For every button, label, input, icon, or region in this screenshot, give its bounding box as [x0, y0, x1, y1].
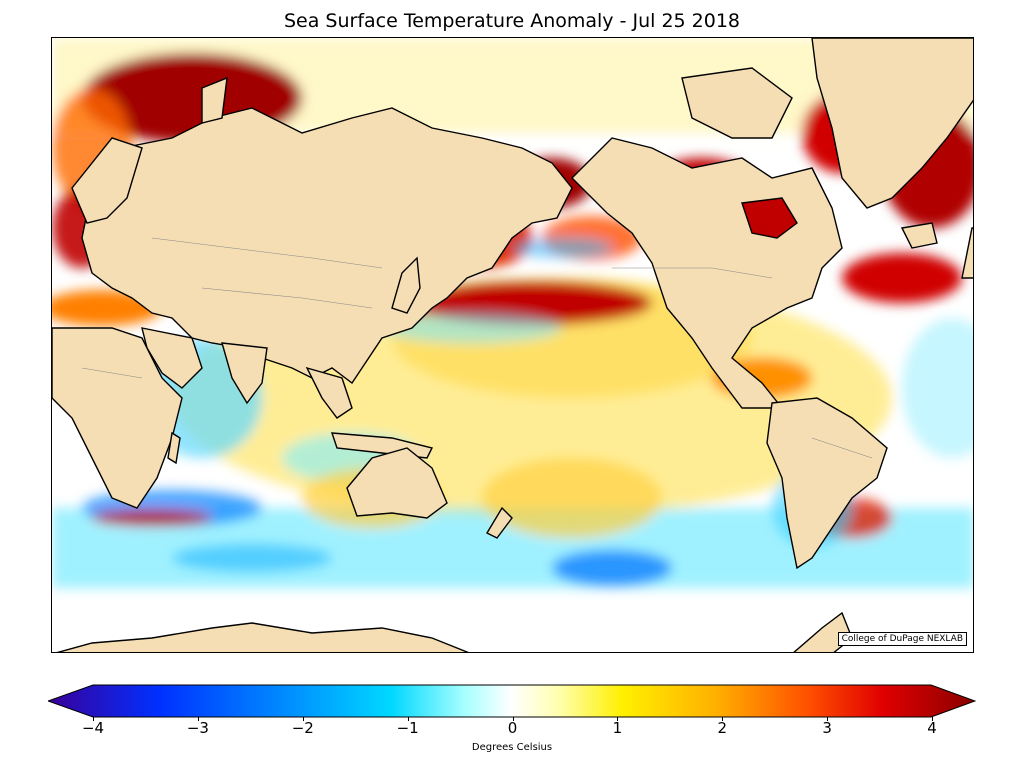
country-borders	[81, 237, 873, 459]
colorbar	[48, 684, 976, 718]
antarctic-peninsula-landmass	[793, 611, 853, 652]
map-canvas	[52, 38, 973, 652]
iceland-landmass	[900, 222, 938, 249]
colorbar-tick-label: −2	[291, 719, 314, 737]
africa-landmass	[52, 327, 183, 509]
colorbar-tick-mark	[617, 717, 619, 721]
colorbar-bar	[48, 684, 976, 718]
antarctica-landmass	[56, 622, 469, 652]
colorbar-tick-label: −4	[81, 719, 105, 737]
colorbar-tick-label: 0	[507, 719, 518, 737]
eurasia-landmass	[81, 107, 573, 385]
arctic-islands-landmass	[681, 67, 793, 139]
japan-landmass	[391, 256, 421, 314]
hudson-bay	[741, 197, 798, 239]
britain-landmass	[961, 227, 973, 279]
colorbar-tick-mark	[302, 717, 304, 721]
australia-landmass	[346, 447, 448, 519]
novaya-zemlya-landmass	[201, 76, 228, 124]
land-masses	[52, 38, 973, 652]
credit-label: College of DuPage NEXLAB	[837, 632, 967, 646]
new-zealand-landmass	[486, 506, 513, 539]
chart-title: Sea Surface Temperature Anomaly - Jul 25…	[283, 10, 741, 32]
colorbar-tick-label: −1	[396, 719, 419, 737]
colorbar-tick-mark	[827, 717, 829, 721]
south-america-landmass	[766, 397, 888, 570]
colorbar-tick-label: −3	[186, 719, 209, 737]
india-landmass	[221, 342, 268, 405]
colorbar-tick-label: 1	[612, 719, 623, 737]
colorbar-tick-mark	[407, 717, 409, 721]
colorbar-tick-mark	[932, 717, 933, 721]
sst-anomaly-map: College of DuPage NEXLAB	[51, 37, 974, 653]
colorbar-tick-mark	[197, 717, 199, 721]
colorbar-tick-label: 4	[927, 719, 937, 737]
colorbar-tick-mark	[512, 717, 514, 721]
colorbar-tick-label: 3	[822, 719, 832, 737]
colorbar-tick-mark	[93, 717, 94, 721]
colorbar-tick-mark	[722, 717, 724, 721]
colorbar-tick-label: 2	[717, 719, 728, 737]
colorbar-label: Degrees Celsius	[471, 742, 553, 753]
madagascar-landmass	[167, 431, 181, 465]
greenland-landmass	[811, 38, 973, 209]
scandinavia-landmass	[71, 137, 143, 224]
se-asia-landmass	[305, 366, 353, 419]
